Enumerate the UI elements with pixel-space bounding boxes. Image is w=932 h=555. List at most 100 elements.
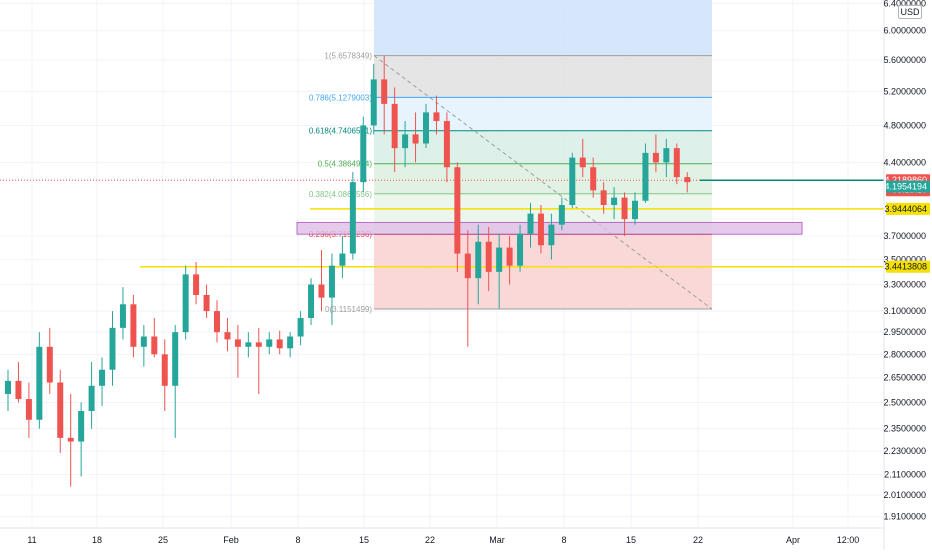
candle-body [663, 148, 670, 163]
candle-body [496, 247, 503, 272]
candle-body [5, 380, 11, 395]
time-tick-label: 15 [626, 535, 636, 545]
level-price-tag-bg [886, 260, 930, 273]
time-tick-label: 25 [158, 535, 168, 545]
time-tick-label: 11 [27, 535, 36, 545]
price-tick-label: 2.1100000 [884, 469, 926, 479]
candle-body [245, 342, 252, 347]
candle-body [391, 103, 398, 149]
price-tick-label: 6.4000000 [883, 0, 926, 8]
candle-body [527, 213, 534, 234]
candle-body [632, 200, 638, 220]
time-tick-label: 8 [561, 535, 566, 545]
candle-body [255, 342, 262, 347]
level-price-tag: 3.9444064 [884, 204, 927, 214]
candle-body [57, 382, 64, 438]
fib-level-label: 0.382(4.0864556) [309, 190, 373, 199]
price-tick-label: 5.2000000 [883, 86, 926, 96]
candle-body [402, 134, 409, 149]
candle-body [88, 385, 95, 412]
candle-body [308, 284, 315, 319]
price-tick-label: 2.9500000 [883, 327, 926, 337]
candle-body [569, 157, 576, 205]
candle-body [161, 354, 168, 386]
time-tick-label: 18 [92, 535, 102, 545]
candle-body [224, 332, 231, 340]
fib-zone-band [374, 55, 712, 98]
time-tick-label: 8 [295, 535, 300, 545]
candle-body [621, 197, 628, 220]
candle-body [579, 157, 586, 168]
candle-body [15, 380, 22, 400]
candle-body [140, 336, 147, 347]
time-tick-label: 22 [425, 535, 435, 545]
candle-body [548, 224, 555, 246]
candle-body [297, 318, 304, 337]
fib-level-label: 1(5.6578349) [324, 52, 372, 61]
candle-body [673, 148, 680, 178]
candle-body [475, 241, 482, 279]
candle-body [423, 112, 429, 144]
candle-body [506, 247, 513, 266]
candle-body [287, 336, 294, 349]
candle-body [234, 339, 241, 347]
price-tick-label: 4.8000000 [883, 120, 926, 130]
candle-body [214, 311, 220, 333]
candle-body [193, 274, 200, 295]
price-tick-label: 2.3500000 [883, 424, 926, 434]
time-tick-label: Feb [223, 535, 239, 545]
candle-body [558, 204, 565, 225]
candle-body [339, 253, 346, 266]
candle-body [443, 121, 450, 168]
fib-level-label: 0.786(5.1279003) [309, 93, 373, 102]
close-price-tag: 4.1954194 [884, 182, 927, 192]
time-tick-label: 22 [693, 535, 703, 545]
candle-body [203, 294, 210, 312]
fib-extension-zone [374, 0, 712, 56]
time-tick-label: 15 [359, 535, 369, 545]
fib-level-label: 0.618(4.7406551) [309, 127, 373, 136]
candle-body [119, 304, 126, 328]
candle-body [318, 284, 325, 298]
current-price-tag: 4.2189860 [884, 175, 927, 185]
price-tick-label: 3.3000000 [883, 280, 926, 290]
price-tick-label: 3.7000000 [883, 231, 926, 241]
candle-body [412, 134, 419, 144]
candle-body [276, 339, 283, 349]
price-tick-label: 3.1000000 [883, 306, 926, 316]
candle-body [46, 346, 53, 383]
candle-body [454, 167, 461, 254]
candle-body [328, 265, 335, 298]
candle-body [464, 253, 471, 279]
candle-body [611, 197, 618, 205]
price-tick-label: 1.9100000 [883, 512, 926, 522]
fib-zone-band [374, 163, 712, 194]
fib-zone-band [374, 234, 712, 310]
price-tick-label: 2.6500000 [883, 373, 926, 383]
price-tick-label: 2.5000000 [883, 397, 926, 407]
time-tick-label: Mar [489, 535, 505, 545]
candle-body [485, 241, 492, 272]
candle-body [266, 339, 273, 347]
price-tick-label: 2.0100000 [883, 490, 926, 500]
fib-level-label: 0.5(4.3864924) [318, 160, 373, 169]
fib-level-label: 0(3.1151499) [325, 305, 372, 314]
candle-body [172, 332, 179, 386]
currency-badge[interactable]: USD [898, 5, 922, 19]
fib-level-label: 0.236(3.7152236) [309, 230, 373, 239]
candle-body [642, 152, 649, 201]
candle-body [370, 79, 377, 126]
candle-body [151, 336, 158, 355]
level-price-tag-bg [886, 202, 930, 215]
candle-body [99, 369, 106, 386]
price-tick-label: 2.2300000 [883, 446, 926, 456]
price-tick-label: 6.0000000 [883, 26, 926, 36]
price-tick-label: 5.6000000 [883, 55, 926, 65]
candle-body [590, 167, 597, 191]
candle-body [109, 327, 116, 370]
candle-body [360, 125, 367, 183]
candle-body [600, 190, 607, 205]
candle-body [67, 437, 74, 442]
